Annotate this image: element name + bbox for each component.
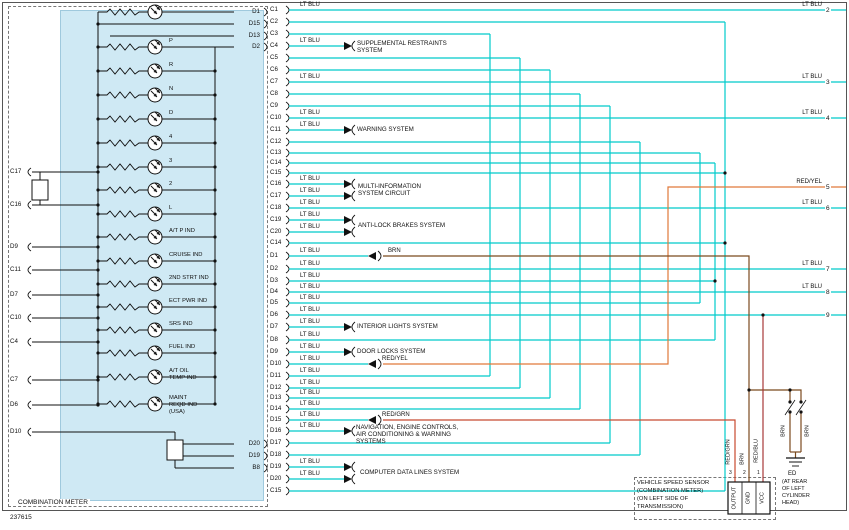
meter-inner-panel <box>60 10 264 501</box>
vehicle-speed-sensor-box <box>634 477 776 520</box>
connector-rows <box>285 5 846 496</box>
sensor-graphics <box>727 481 771 515</box>
diagram-number: 237615 <box>10 514 32 521</box>
vertical-wires <box>489 22 727 491</box>
combination-meter-label: COMBINATION METER <box>16 499 90 506</box>
page-border <box>2 2 847 511</box>
colored-wires <box>383 186 846 482</box>
meter-internals <box>27 4 268 473</box>
combination-meter-box <box>8 6 268 507</box>
